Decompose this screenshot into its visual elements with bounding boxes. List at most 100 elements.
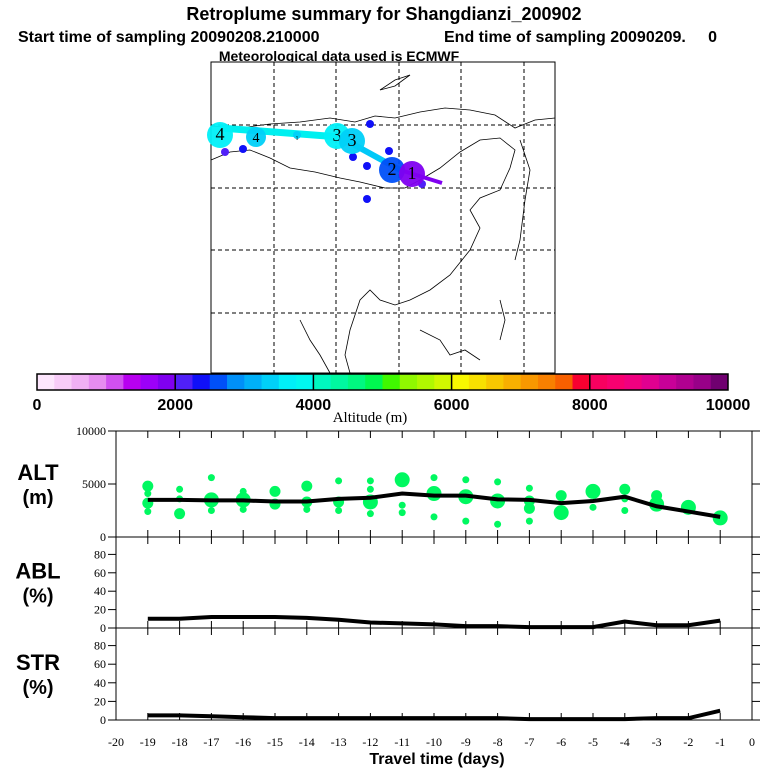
colorbar-swatch: [210, 374, 228, 390]
x-tick-label: -9: [461, 735, 471, 749]
x-tick-label: -12: [362, 735, 378, 749]
panel-unit: (m): [22, 487, 53, 509]
cluster-point: [335, 477, 342, 484]
panel-unit: (%): [22, 586, 53, 608]
cluster-point: [399, 502, 406, 509]
panel-unit: (%): [22, 677, 53, 699]
colorbar-swatch: [521, 374, 539, 390]
colorbar-swatch: [175, 374, 193, 390]
x-tick-label: -4: [620, 735, 630, 749]
colorbar-swatch: [227, 374, 245, 390]
panel-label: ALT: [17, 460, 59, 485]
cluster-point: [301, 481, 312, 492]
x-axis-label: Travel time (days): [369, 751, 504, 768]
colorbar-swatch: [72, 374, 90, 390]
cluster-point: [144, 490, 151, 497]
cluster-marker: [363, 195, 371, 203]
x-tick-label: -14: [299, 735, 315, 749]
x-tick-label: -1: [715, 735, 725, 749]
colorbar-swatch: [573, 374, 591, 390]
x-tick-label: -6: [556, 735, 566, 749]
x-tick-label: 0: [749, 735, 755, 749]
colorbar-swatch: [123, 374, 141, 390]
trajectory-label: 2: [388, 159, 397, 179]
colorbar-swatch: [296, 374, 314, 390]
cluster-point: [367, 477, 374, 484]
colorbar-swatch: [555, 374, 573, 390]
cluster-marker: [349, 153, 357, 161]
cluster-point: [526, 485, 533, 492]
cluster-point: [621, 507, 628, 514]
colorbar-swatch: [192, 374, 210, 390]
cluster-point: [399, 509, 406, 516]
y-tick-label: 0: [100, 713, 106, 727]
colorbar-tick-label: 2000: [157, 397, 193, 414]
cluster-point: [142, 481, 153, 492]
cluster-point: [208, 474, 215, 481]
colorbar-swatch: [469, 374, 487, 390]
y-tick-label: 60: [94, 657, 106, 671]
cluster-point: [524, 503, 535, 514]
cluster-point: [395, 472, 410, 487]
colorbar-swatch: [158, 374, 176, 390]
colorbar-swatch: [244, 374, 262, 390]
y-tick-label: 40: [94, 676, 106, 690]
x-tick-label: -18: [172, 735, 188, 749]
cluster-marker: [385, 147, 393, 155]
colorbar-swatch: [348, 374, 366, 390]
cluster-point: [303, 506, 310, 513]
trajectory-label: 3: [348, 130, 357, 150]
cluster-point: [208, 507, 215, 514]
colorbar-swatch: [676, 374, 694, 390]
cluster-point: [462, 518, 469, 525]
x-tick-label: -2: [683, 735, 693, 749]
colorbar-swatch: [417, 374, 435, 390]
trajectory-label: 1: [408, 163, 417, 183]
y-tick-label: 40: [94, 584, 106, 598]
cluster-point: [431, 513, 438, 520]
panel-label: STR: [16, 650, 60, 675]
colorbar-swatch: [503, 374, 521, 390]
end-time: End time of sampling 20090209. 0: [444, 29, 717, 46]
y-tick-label: 0: [100, 621, 106, 635]
colorbar-tick-label: 6000: [434, 397, 470, 414]
y-tick-label: 20: [94, 603, 106, 617]
panel-label: ABL: [15, 559, 60, 584]
colorbar-swatch: [400, 374, 418, 390]
trajectory-label: 4: [216, 124, 225, 144]
colorbar-swatch: [141, 374, 159, 390]
x-tick-label: -3: [652, 735, 662, 749]
y-tick-label: 60: [94, 566, 106, 580]
colorbar-tick-label: 10000: [706, 397, 751, 414]
colorbar-swatch: [383, 374, 401, 390]
colorbar-swatch: [607, 374, 625, 390]
figure-title: Retroplume summary for Shangdianzi_20090…: [186, 4, 581, 24]
colorbar-label: Altitude (m): [333, 410, 408, 426]
trajectory-label: 1: [296, 136, 299, 142]
cluster-marker: [366, 120, 374, 128]
y-tick-label: 10000: [76, 424, 106, 438]
cluster-point: [494, 478, 501, 485]
x-tick-label: -7: [524, 735, 534, 749]
cluster-point: [144, 508, 151, 515]
panel-frame: [116, 537, 752, 628]
x-tick-label: -19: [140, 735, 156, 749]
colorbar-swatch: [642, 374, 660, 390]
panel-frame: [116, 431, 752, 537]
panel-str: 806040200STR(%)-20-19-18-17-16-15-14-13-…: [16, 628, 760, 768]
colorbar-swatch: [659, 374, 677, 390]
colorbar-swatch: [693, 374, 711, 390]
x-tick-label: -20: [108, 735, 124, 749]
colorbar-swatch: [262, 374, 280, 390]
colorbar-swatch: [434, 374, 452, 390]
x-tick-label: -10: [426, 735, 442, 749]
colorbar-swatch: [54, 374, 72, 390]
x-tick-label: -17: [203, 735, 219, 749]
cluster-marker: [239, 145, 247, 153]
cluster-point: [240, 506, 247, 513]
colorbar-swatch: [452, 374, 470, 390]
y-tick-label: 80: [94, 639, 106, 653]
